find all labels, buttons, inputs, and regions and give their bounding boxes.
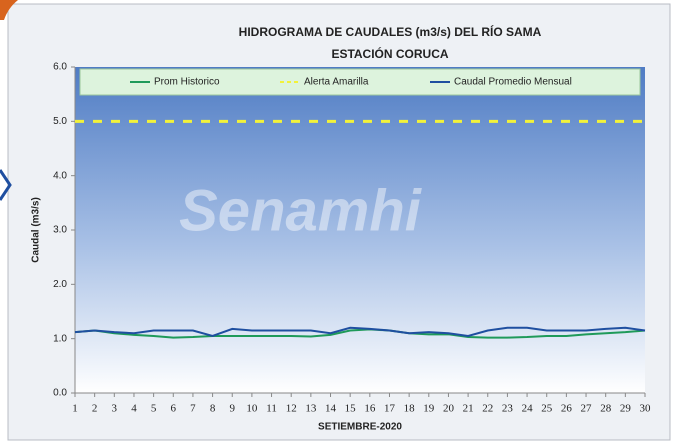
legend-label: Caudal Promedio Mensual xyxy=(454,77,572,88)
x-tick-label: 23 xyxy=(502,403,514,415)
x-tick-label: 5 xyxy=(151,403,157,415)
x-tick-label: 30 xyxy=(640,403,652,415)
watermark: Senamhi xyxy=(179,178,423,243)
x-axis-label: SETIEMBRE-2020 xyxy=(318,422,402,433)
x-tick-label: 19 xyxy=(423,403,435,415)
x-tick-label: 11 xyxy=(266,403,277,415)
x-tick-label: 8 xyxy=(210,403,216,415)
y-tick-label: 0.0 xyxy=(53,388,67,399)
x-tick-label: 14 xyxy=(325,403,337,415)
corner-decoration xyxy=(0,0,18,20)
x-tick-label: 10 xyxy=(246,403,258,415)
y-tick-label: 1.0 xyxy=(53,333,67,344)
x-tick-label: 20 xyxy=(443,403,455,415)
x-tick-label: 12 xyxy=(286,403,297,415)
x-tick-label: 21 xyxy=(463,403,474,415)
x-tick-label: 13 xyxy=(305,403,317,415)
x-tick-label: 29 xyxy=(620,403,632,415)
x-tick-label: 4 xyxy=(131,403,137,415)
x-tick-label: 7 xyxy=(190,403,196,415)
x-tick-label: 9 xyxy=(229,403,235,415)
x-tick-label: 26 xyxy=(561,403,573,415)
x-tick-label: 18 xyxy=(404,403,416,415)
y-tick-label: 2.0 xyxy=(53,279,67,290)
x-tick-label: 25 xyxy=(541,403,553,415)
chart-subtitle: ESTACIÓN CORUCA xyxy=(331,46,448,61)
legend xyxy=(79,68,641,96)
x-tick-label: 6 xyxy=(171,403,177,415)
x-tick-label: 24 xyxy=(522,403,534,415)
y-tick-label: 4.0 xyxy=(53,170,67,181)
edge-decoration xyxy=(0,169,12,201)
x-tick-label: 3 xyxy=(112,403,118,415)
x-tick-label: 22 xyxy=(482,403,493,415)
x-tick-label: 17 xyxy=(384,403,396,415)
series-line xyxy=(74,326,646,337)
x-tick-label: 27 xyxy=(581,403,593,415)
y-tick-label: 5.0 xyxy=(53,116,67,127)
chart-title: HIDROGRAMA DE CAUDALES (m3/s) DEL RÍO SA… xyxy=(239,24,542,39)
legend-label: Prom Historico xyxy=(154,77,220,88)
y-tick-label: 3.0 xyxy=(53,225,67,236)
y-axis-label: Caudal (m3/s) xyxy=(31,197,42,263)
y-tick-label: 6.0 xyxy=(53,62,67,73)
x-tick-label: 2 xyxy=(92,403,98,415)
x-tick-label: 1 xyxy=(72,403,78,415)
series-line xyxy=(74,328,646,339)
x-tick-label: 15 xyxy=(345,403,357,415)
x-tick-label: 16 xyxy=(364,403,376,415)
legend-label: Alerta Amarilla xyxy=(304,77,369,88)
x-tick-label: 28 xyxy=(600,403,612,415)
